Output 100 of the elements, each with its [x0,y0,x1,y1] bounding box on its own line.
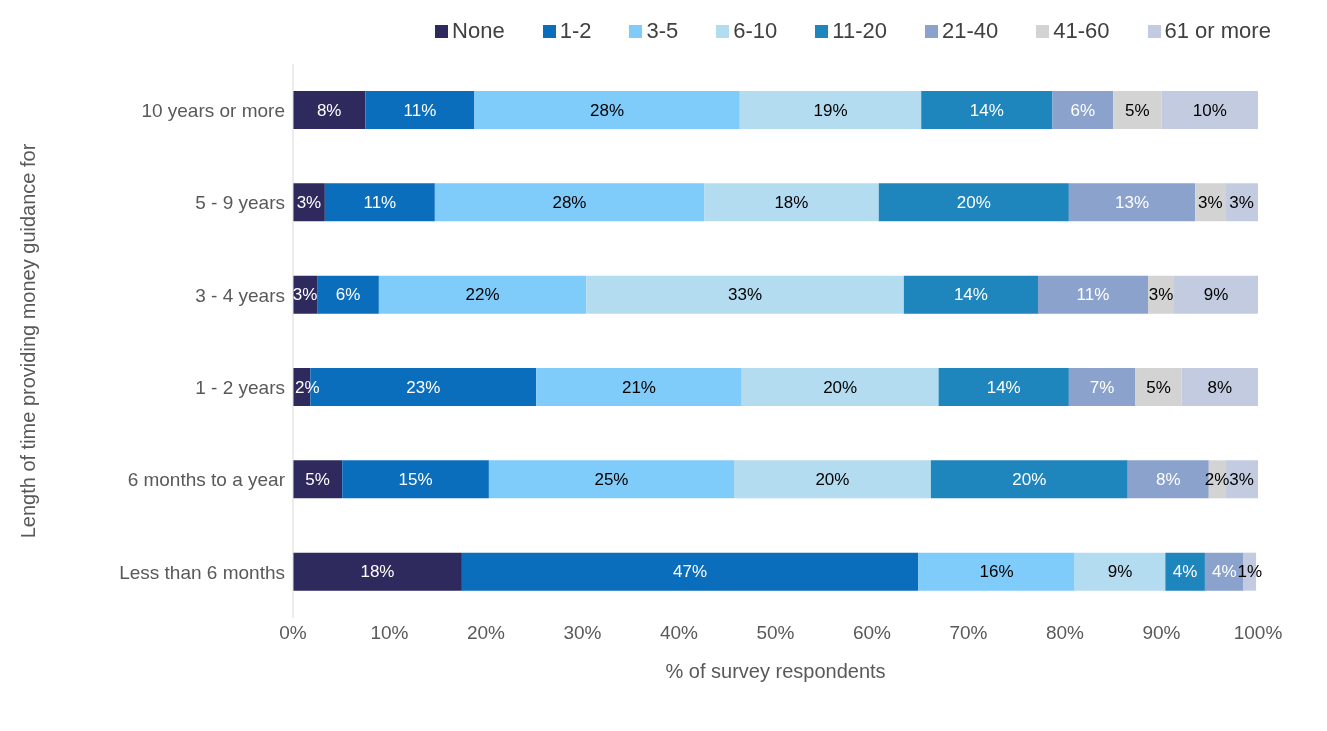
data-label: 20% [815,469,850,489]
y-axis-title: Length of time providing money guidance for [17,143,40,539]
y-tick-label: 10 years or more [141,99,285,121]
legend-label: None [451,18,505,44]
bar [293,552,462,591]
data-label: 10% [1192,100,1227,120]
bar [586,275,904,314]
y-tick-label: 5 - 9 years [195,192,285,214]
legend-label: 61 or more [1163,18,1271,44]
bar [921,91,1053,129]
data-label: 13% [1115,192,1150,212]
bar [741,368,939,406]
data-label: 7% [1089,377,1115,397]
data-label: 2% [295,377,320,397]
bar [903,275,1038,314]
y-tick-label: 6 months to a year [127,469,286,491]
data-label: 11% [403,100,437,120]
data-label: 33% [728,285,763,305]
bar [434,183,705,222]
bar [704,183,879,222]
data-label: 18% [774,192,809,212]
x-tick-label: 30% [563,622,602,644]
bar [938,368,1069,406]
data-label: 4% [1211,562,1237,582]
x-tick-label: 100% [1233,622,1283,644]
data-label: 20% [956,192,991,212]
data-label: 18% [360,562,395,582]
bar [1165,552,1205,591]
bar [461,552,919,591]
x-tick-label: 10% [370,622,409,644]
data-label: 20% [1012,469,1047,489]
data-label: 15% [398,469,433,489]
bar [1174,275,1258,314]
x-tick-label: 70% [949,622,988,644]
data-label: 9% [1107,562,1133,582]
bar [1113,91,1162,129]
data-label: 3% [1197,192,1223,212]
bar [1074,552,1166,591]
legend-label: 6-10 [732,18,778,44]
x-tick-label: 80% [1045,622,1085,644]
y-tick-label: 1 - 2 years [195,376,285,398]
data-label: 3% [1148,285,1174,305]
bar [1037,275,1148,314]
bar [930,460,1128,499]
data-label: 3% [296,192,322,212]
bar [878,183,1069,222]
data-label: 8% [1207,377,1233,397]
x-tick-label: 0% [279,622,307,644]
data-label: 2% [1204,469,1230,489]
data-label: 16% [979,562,1014,582]
x-tick-label: 40% [659,622,699,644]
bar [342,460,489,499]
data-label: 28% [552,192,587,212]
legend-label: 3-5 [645,18,679,44]
bar [317,275,379,314]
data-label: 25% [594,469,629,489]
data-label: 3% [1229,192,1254,212]
data-label: 14% [986,377,1021,397]
data-label: 22% [465,285,500,305]
data-label: 1% [1237,562,1263,582]
data-label: 8% [1155,469,1181,489]
legend-label: 21-40 [940,18,999,44]
bar [1052,91,1114,129]
data-label: 14% [969,100,1004,120]
data-label: 3% [292,285,318,305]
bar [488,460,735,499]
y-tick-label: 3 - 4 years [195,284,285,306]
bar [918,552,1075,591]
data-label: 5% [1146,377,1171,397]
data-label: 3% [1229,469,1254,489]
data-label: 20% [823,377,858,397]
bar [739,91,922,129]
data-label: 47% [673,562,708,582]
data-label: 14% [953,285,988,305]
data-label: 28% [590,100,625,120]
data-label: 5% [305,469,330,489]
bar [293,91,366,129]
bar [1068,368,1136,406]
data-label: 11% [363,192,397,212]
bar [365,91,475,129]
legend-label: 11-20 [831,18,887,44]
bar [474,91,740,129]
y-tick-label: Less than 6 months [119,561,285,583]
data-label: 8% [316,100,342,120]
bar [1068,183,1196,222]
data-label: 9% [1203,285,1229,305]
legend-label: 1-2 [558,18,592,44]
legend-label: 41-60 [1052,18,1110,44]
bar [1135,368,1182,406]
data-label: 6% [335,285,361,305]
data-label: 11% [1076,285,1110,305]
data-label: 4% [1172,562,1198,582]
bar [1161,91,1258,129]
x-tick-label: 90% [1142,622,1181,644]
x-tick-label: 20% [466,622,506,644]
bar [536,368,742,406]
bar [1181,368,1258,406]
x-tick-label: 60% [852,622,892,644]
data-label: 5% [1125,100,1150,120]
data-label: 19% [813,100,848,120]
